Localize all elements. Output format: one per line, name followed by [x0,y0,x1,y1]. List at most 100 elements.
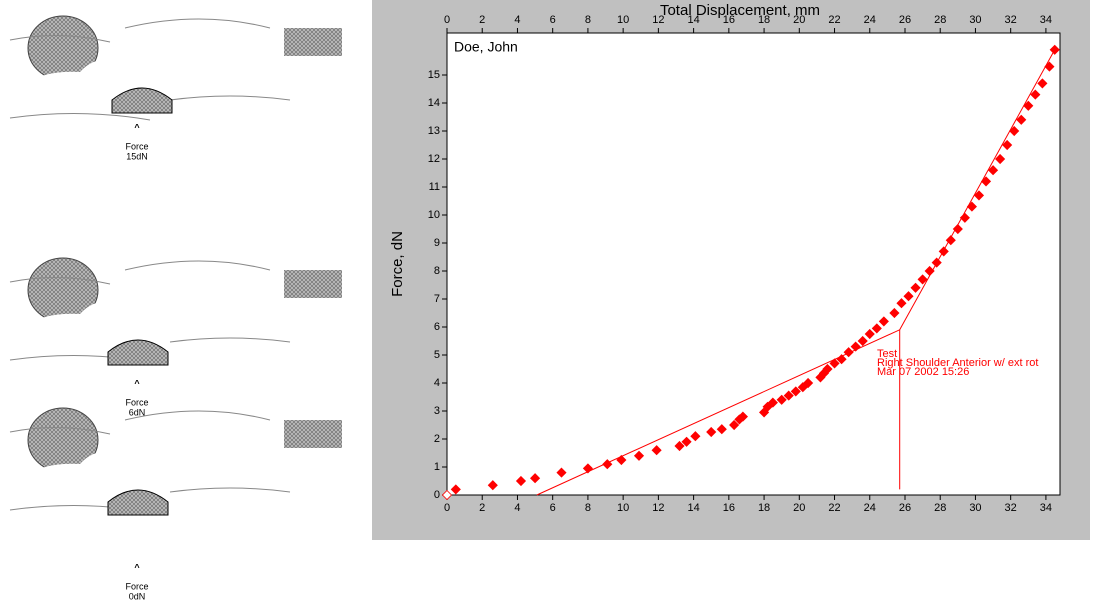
x-tick-label: 4 [514,502,520,514]
point [1030,89,1041,100]
x-tick-label: 2 [479,502,485,514]
force-label: Force [125,581,148,591]
y-tick-label: 9 [434,237,440,249]
x-tick-label: 0 [444,502,450,514]
point [1037,78,1048,89]
y-tick-label: 14 [428,97,440,109]
annotation: Test [877,348,897,360]
x-tick-label: 28 [934,14,946,26]
point [973,190,985,201]
force-label: Force [125,141,148,151]
point [1044,61,1055,72]
x-tick-label: 24 [864,14,876,26]
x-tick-label: 16 [723,502,735,514]
point [716,424,727,435]
y-tick-label: 7 [434,293,440,305]
y-tick-label: 1 [434,461,440,473]
point [776,394,787,405]
caret: ^ [134,378,140,388]
point [980,176,992,187]
x-tick-label: 12 [652,14,664,26]
x-tick-label: 30 [969,14,981,26]
point [1023,100,1034,111]
point [690,431,701,442]
point [633,450,645,461]
x-tick-label: 26 [899,502,911,514]
x-tick-label: 22 [828,502,840,514]
y-tick-label: 11 [429,181,440,193]
point [896,298,907,309]
x-tick-label: 10 [617,14,629,26]
point [582,463,593,474]
x-tick-label: 6 [550,502,556,514]
point [857,335,868,347]
point [864,328,875,340]
point [737,411,748,422]
point [767,397,778,408]
x-tick-label: 20 [793,14,805,26]
point [889,307,900,319]
point [729,419,740,431]
x-tick-label: 18 [758,14,770,26]
point [530,473,541,484]
x-tick-label: 24 [864,502,876,514]
x-tick-label: 18 [758,502,770,514]
point [1002,139,1013,151]
point [850,341,861,352]
point [843,347,854,358]
point [945,235,956,246]
point [790,386,801,397]
y-tick-label: 6 [434,321,440,333]
x-tick-label: 2 [479,14,485,26]
y-tick-label: 4 [434,377,440,389]
x-tick-label: 10 [617,502,629,514]
subtitle: Doe, John [454,39,518,55]
point [515,475,527,487]
point [878,316,889,327]
point [995,153,1006,165]
point [450,484,461,495]
x-tick-label: 34 [1040,502,1052,514]
point [1049,44,1060,55]
y-tick-label: 13 [428,125,440,137]
point [822,363,833,375]
y-tick-label: 10 [428,209,440,221]
point [924,265,935,277]
point [903,291,914,302]
diagram [9,15,343,516]
y-tick-label: 0 [434,489,440,501]
y-tick-label: 2 [434,433,440,445]
x-tick-label: 30 [969,502,981,514]
x-tick-label: 32 [1005,14,1017,26]
y-tick-label: 3 [434,405,440,417]
annotation: Right Shoulder Anterior w/ ext rot [877,357,1038,369]
point [556,467,567,478]
point [987,165,999,176]
x-tick-label: 8 [585,502,591,514]
point [602,459,613,470]
point [829,358,840,369]
point [706,426,717,438]
point [931,257,942,268]
diagram-labels: ^ Force 15dN ^ Force 6dN ^ Force 0dN [125,122,148,601]
force-value: 6dN [129,407,146,417]
y-tick-label: 12 [428,153,440,165]
point [910,282,921,293]
point [487,480,498,491]
annotation: Mar 07 2002 15:26 [877,366,969,378]
x-tick-label: 26 [899,14,911,26]
x-tick-label: 20 [793,502,805,514]
x-tick-label: 28 [934,502,946,514]
point [836,354,847,365]
x-tick-label: 16 [723,14,735,26]
force-label: Force [125,397,148,407]
point [681,436,692,447]
x-tick-label: 34 [1040,14,1052,26]
point [871,323,882,334]
x-tick-label: 8 [585,14,591,26]
y-tick-label: 15 [428,69,440,81]
x-tick-label: 14 [687,14,699,26]
x-tick-label: 12 [652,502,664,514]
point [952,223,963,235]
